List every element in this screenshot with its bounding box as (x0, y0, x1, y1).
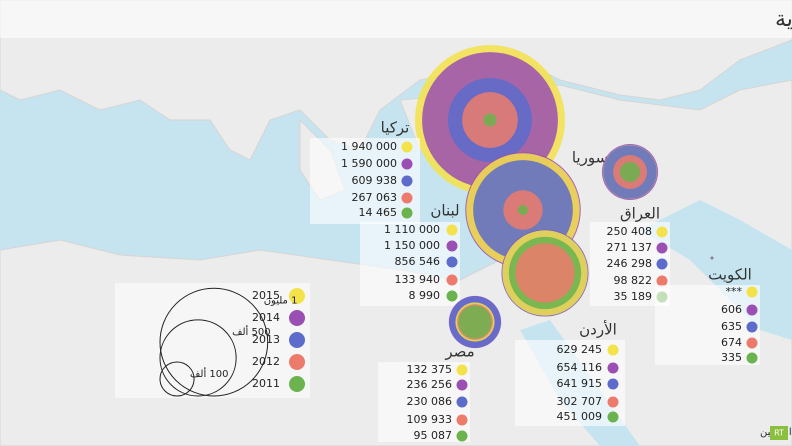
value-label: 95 087 (414, 429, 453, 442)
value-label: 856 546 (395, 255, 441, 268)
value-label: *** (726, 285, 743, 298)
year-dot (401, 158, 413, 170)
value-label: 335 (721, 351, 742, 364)
country-panel (515, 340, 625, 426)
refugee-circle (458, 305, 492, 339)
map-label: سوريا (572, 149, 608, 167)
year-dot (456, 396, 468, 408)
size-circle (159, 319, 237, 397)
year-dot (656, 226, 668, 238)
refugee-circle (483, 113, 497, 127)
legend-year: 2014 (252, 311, 280, 324)
year-dot (401, 175, 413, 187)
title-band (0, 0, 792, 38)
country-name: العراق (620, 205, 660, 223)
year-dot (656, 258, 668, 270)
legend-dot (289, 354, 305, 370)
legend-dot (289, 288, 305, 304)
year-dot (401, 207, 413, 219)
legend-panel (115, 283, 310, 398)
legend-year: 2011 (252, 377, 280, 390)
year-dot (456, 364, 468, 376)
year-dot (607, 362, 619, 374)
year-dot (746, 337, 758, 349)
size-label: 500 ألف (232, 325, 270, 338)
size-circle (159, 361, 195, 397)
country-name: مصر (444, 343, 474, 361)
size-label: 100 ألف (190, 367, 228, 380)
country-name: لبنان (430, 202, 459, 220)
value-label: 654 116 (557, 361, 603, 374)
year-dot (746, 304, 758, 316)
value-label: 1 150 000 (384, 239, 440, 252)
year-dot (456, 414, 468, 426)
value-label: 8 990 (409, 289, 441, 302)
country-name: تركيا (381, 119, 410, 137)
country-name: الأردن (579, 320, 617, 339)
year-dot (746, 352, 758, 364)
year-dot (746, 286, 758, 298)
value-label: 35 189 (614, 290, 653, 303)
value-label: 132 375 (407, 363, 453, 376)
value-label: 451 009 (557, 410, 603, 423)
country-name: الكويت (708, 266, 752, 284)
value-label: 271 137 (607, 241, 653, 254)
year-dot (401, 141, 413, 153)
legend-dot (289, 332, 305, 348)
refugee-circle (517, 204, 529, 216)
year-dot (746, 321, 758, 333)
year-dot (607, 378, 619, 390)
value-label: 635 (721, 320, 742, 333)
year-dot (656, 275, 668, 287)
legend-dot (289, 376, 305, 392)
value-label: 1 940 000 (341, 140, 397, 153)
value-label: 674 (721, 336, 742, 349)
title: ارتفاع عدد اللاجئين في البلدان المجاورة … (775, 5, 792, 32)
value-label: 606 (721, 303, 742, 316)
logo-box (770, 426, 788, 440)
value-label: 641 915 (557, 377, 603, 390)
year-dot (446, 274, 458, 286)
refugee-circle (619, 161, 641, 183)
value-label: 302 707 (557, 395, 603, 408)
year-dot (607, 411, 619, 423)
legend-year: 2012 (252, 355, 280, 368)
value-label: 14 465 (359, 206, 398, 219)
year-dot (456, 430, 468, 442)
value-label: 250 408 (607, 225, 653, 238)
year-dot (401, 192, 413, 204)
legend-year: 2013 (252, 333, 280, 346)
country-panel (378, 362, 470, 442)
value-label: 1 110 000 (384, 223, 440, 236)
value-label: 267 063 (352, 191, 398, 204)
country-panel (360, 222, 460, 306)
year-dot (607, 344, 619, 356)
value-label: 1 590 000 (341, 157, 397, 170)
year-dot (456, 379, 468, 391)
legend-dot (289, 310, 305, 326)
country-panel (655, 285, 760, 365)
year-dot (446, 256, 458, 268)
value-label: 133 940 (395, 273, 441, 286)
value-label: 98 822 (614, 274, 653, 287)
year-dot (656, 242, 668, 254)
value-label: 230 086 (407, 395, 453, 408)
value-label: 629 245 (557, 343, 603, 356)
year-dot (446, 224, 458, 236)
value-label: 246 298 (607, 257, 653, 270)
size-circle (159, 287, 269, 397)
refugee-circle (515, 243, 575, 303)
year-dot (446, 290, 458, 302)
logo: RT (774, 429, 784, 438)
refugee-circle (711, 257, 713, 259)
legend-year: 2015 (252, 289, 280, 302)
year-dot (607, 396, 619, 408)
value-label: 109 933 (407, 413, 453, 426)
value-label: 236 256 (407, 378, 453, 391)
size-label: 1 مليون (264, 295, 298, 306)
year-dot (446, 240, 458, 252)
value-label: 609 938 (352, 174, 398, 187)
